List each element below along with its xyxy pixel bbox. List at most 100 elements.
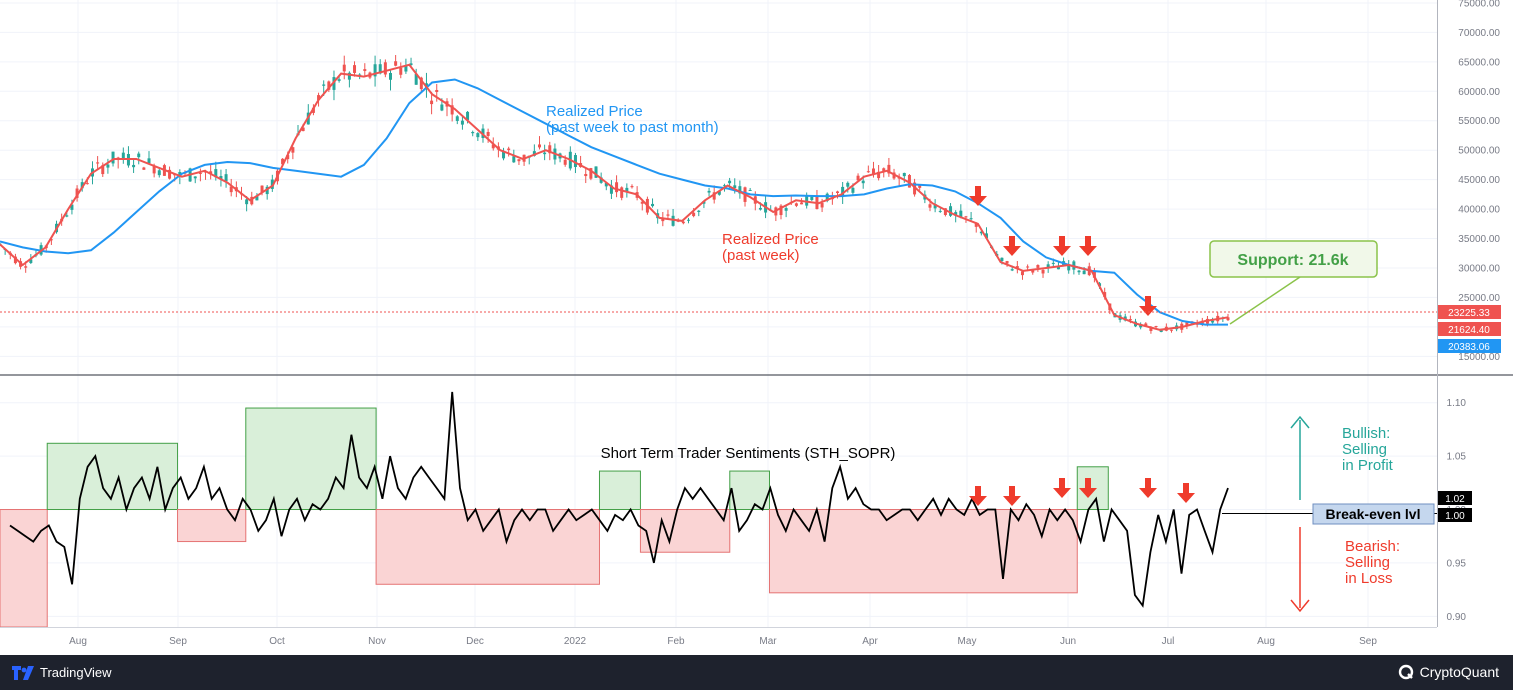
price-candle (388, 73, 392, 80)
price-candle (152, 165, 156, 174)
down-arrow-icon (1003, 486, 1021, 506)
price-candle (877, 171, 881, 179)
price-candle (49, 239, 53, 241)
price-candle (1144, 323, 1148, 327)
price-tick-label: 55000.00 (1458, 116, 1500, 127)
price-candle (96, 162, 100, 164)
price-candle (871, 168, 875, 175)
sopr-break-even-badge: 1.00 (1438, 508, 1472, 522)
price-candle (733, 185, 737, 189)
price-candle (383, 62, 387, 75)
down-arrow-icon (1079, 236, 1097, 256)
price-candle (902, 172, 906, 177)
price-candle (460, 120, 464, 125)
down-arrow-icon (1053, 236, 1071, 256)
price-candle (779, 205, 783, 216)
price-candle (543, 152, 547, 155)
price-candle (861, 180, 865, 184)
down-arrow-icon (969, 186, 987, 206)
price-candle (414, 73, 418, 85)
price-tick-label: 30000.00 (1458, 263, 1500, 274)
cryptoquant-label: CryptoQuant (1419, 664, 1499, 680)
realized-month-value: 20383.06 (1448, 342, 1490, 353)
cryptoquant-icon (1398, 664, 1413, 680)
support-callout: Support: 21.6k (1209, 240, 1378, 325)
price-candle (219, 176, 223, 180)
price-candle (168, 169, 172, 179)
tradingview-logo[interactable]: TradingView (12, 665, 112, 680)
price-candle (584, 174, 588, 177)
price-candle (800, 202, 804, 205)
x-tick-label: Sep (169, 636, 187, 647)
price-candle (24, 266, 28, 268)
sopr-last-value: 1.02 (1445, 494, 1465, 505)
price-candle (111, 151, 115, 164)
price-candle (363, 69, 367, 71)
sopr-break-even-value: 1.00 (1445, 511, 1465, 522)
price-candle (394, 61, 398, 66)
cryptoquant-logo[interactable]: CryptoQuant (1398, 664, 1499, 680)
bullish-label-2: Selling (1342, 441, 1387, 458)
price-last-badge: 23225.33 (1438, 305, 1501, 319)
price-candle (430, 100, 434, 105)
price-candle (563, 159, 567, 165)
price-candle (466, 111, 470, 120)
chart-area[interactable]: 15000.0020000.0025000.0030000.0035000.00… (0, 0, 1513, 655)
down-arrow-icon (1177, 483, 1195, 503)
price-tick-label: 75000.00 (1458, 0, 1500, 9)
price-candle (599, 177, 603, 183)
price-candle (717, 191, 721, 195)
price-candle (65, 215, 69, 217)
support-label: Support: 21.6k (1237, 252, 1348, 269)
loss-region (768, 509, 1078, 594)
price-candle (121, 152, 125, 160)
price-candle (404, 65, 408, 72)
x-tick-label: Apr (862, 636, 878, 647)
price-candle (1041, 269, 1045, 274)
price-candle (548, 145, 552, 154)
sopr-tick-label: 0.90 (1447, 612, 1467, 623)
price-candle (825, 193, 829, 201)
price-candle (85, 183, 89, 185)
price-candle (887, 164, 891, 174)
price-candle (1056, 266, 1060, 270)
loss-region (375, 509, 600, 585)
bullish-label-3: in Profit (1342, 457, 1394, 474)
loss-region (0, 509, 48, 628)
down-arrow-icon (1139, 296, 1157, 316)
price-candle (918, 184, 922, 188)
tradingview-icon (12, 665, 34, 680)
bearish-label-1: Bearish: (1345, 538, 1400, 555)
price-candle (949, 206, 953, 216)
realized-price-week-line (0, 63, 1229, 331)
price-candle (327, 81, 331, 90)
price-candle (985, 233, 989, 239)
realized-week-badge: 21624.40 (1438, 322, 1501, 336)
price-candle (373, 64, 377, 77)
price-candle (615, 182, 619, 193)
price-candle (738, 186, 742, 194)
price-candle (322, 84, 326, 86)
profit-region (598, 470, 641, 511)
price-candle (450, 105, 454, 115)
blue-label-2: (past week to past month) (546, 119, 719, 136)
price-candle (106, 164, 110, 168)
price-candle (1020, 271, 1024, 276)
x-tick-label: Sep (1359, 636, 1377, 647)
price-candle (1051, 262, 1055, 264)
price-candle (353, 65, 357, 73)
price-candle (630, 186, 634, 188)
break-even-label: Break-even lvl (1326, 506, 1421, 522)
bearish-arrow (1290, 527, 1310, 613)
price-candle (419, 77, 423, 90)
price-candle (969, 218, 973, 220)
profit-region (729, 470, 770, 511)
red-label-1: Realized Price (722, 231, 819, 248)
price-candle (784, 208, 788, 211)
price-candle (959, 210, 963, 218)
sopr-last-badge: 1.02 (1438, 491, 1472, 505)
price-candle (132, 164, 136, 168)
price-candle (250, 196, 254, 205)
price-tick-label: 25000.00 (1458, 293, 1500, 304)
price-candle (13, 256, 17, 264)
